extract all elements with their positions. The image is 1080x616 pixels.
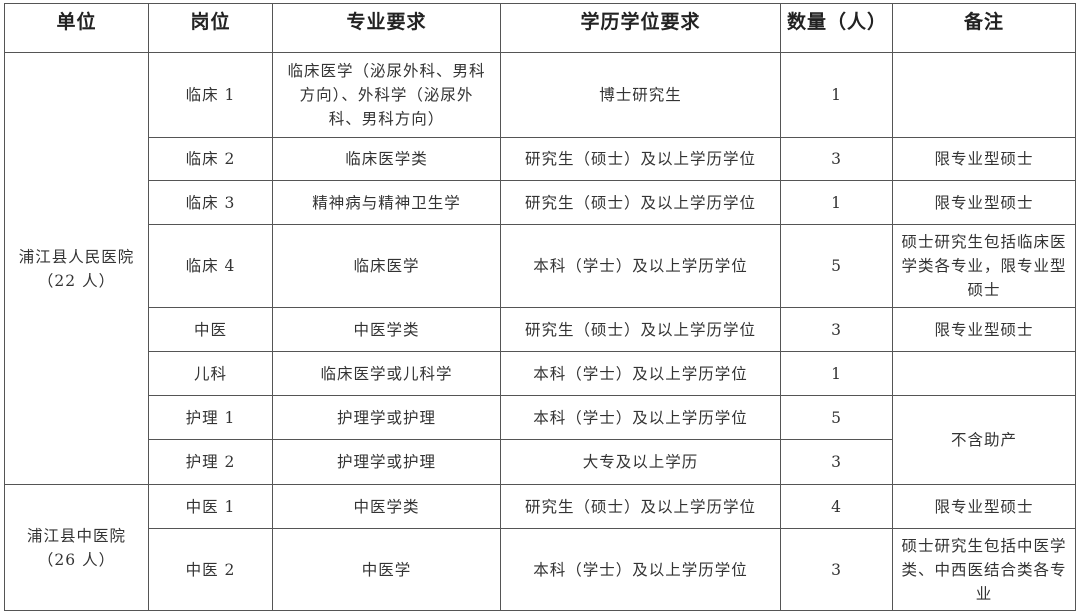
table-row: 护理 2 护理学或护理 大专及以上学历 3 [5,439,1076,485]
note-cell: 不含助产 [892,395,1076,485]
num-cell: 4 [780,484,893,529]
table-row: 儿科 临床医学或儿科学 本科（学士）及以上学历学位 1 [5,351,1076,396]
degree-cell: 博士研究生 [500,52,781,138]
major-cell: 中医学类 [272,307,501,352]
unit-cell: 浦江县中医院 （26 人） [4,484,149,611]
num-cell: 5 [780,395,893,440]
table-row: 中医 中医学类 研究生（硕士）及以上学历学位 3 限专业型硕士 [5,307,1076,352]
major-cell: 临床医学或儿科学 [272,351,501,396]
post-cell: 儿科 [148,351,273,396]
post-cell: 临床 3 [148,180,273,225]
note-cell: 限专业型硕士 [892,307,1076,352]
post-cell: 中医 [148,307,273,352]
num-cell: 1 [780,52,893,138]
degree-cell: 研究生（硕士）及以上学历学位 [500,307,781,352]
table-row: 浦江县中医院 （26 人） 中医 1 中医学类 研究生（硕士）及以上学历学位 4 … [4,484,1076,611]
num-cell: 5 [780,224,893,308]
note-cell: 限专业型硕士 [892,484,1076,529]
degree-cell: 本科（学士）及以上学历学位 [500,528,781,611]
degree-cell: 研究生（硕士）及以上学历学位 [500,137,781,181]
post-cell: 临床 1 [148,52,273,138]
note-cell [892,351,1076,396]
major-cell: 中医学类 [272,484,501,529]
unit-name: 浦江县人民医院 [18,247,135,266]
degree-cell: 本科（学士）及以上学历学位 [500,351,781,396]
note-cell [892,52,1076,138]
recruitment-table: 单位 岗位 专业要求 学历学位要求 数量（人） 备注 浦江县人民医院 （22 人）… [4,3,1076,611]
num-cell: 3 [780,439,893,485]
unit-name: 浦江县中医院 [26,526,126,545]
major-cell: 精神病与精神卫生学 [272,180,501,225]
note-cell: 硕士研究生包括临床医学类各专业，限专业型硕士 [892,224,1076,308]
note-cell: 限专业型硕士 [892,137,1076,181]
post-cell: 护理 2 [148,439,273,485]
num-cell: 3 [780,528,893,611]
note-cell: 硕士研究生包括中医学类、中西医结合类各专业 [892,528,1076,611]
header-major: 专业要求 [272,3,501,53]
unit-count: （26 人） [37,550,116,569]
post-cell: 护理 1 [148,395,273,440]
major-cell: 临床医学（泌尿外科、男科方向）、外科学（泌尿外科、男科方向） [272,52,501,138]
num-cell: 1 [780,180,893,225]
header-note: 备注 [892,3,1076,53]
degree-cell: 研究生（硕士）及以上学历学位 [500,484,781,529]
header-degree: 学历学位要求 [500,3,781,53]
unit-cell: 浦江县人民医院 （22 人） [4,52,149,485]
post-cell: 临床 4 [148,224,273,308]
table-row: 浦江县人民医院 （22 人） 临床 1 临床医学（泌尿外科、男科方向）、外科学（泌… [4,52,1076,485]
degree-cell: 本科（学士）及以上学历学位 [500,224,781,308]
table-row: 临床 4 临床医学 本科（学士）及以上学历学位 5 硕士研究生包括临床医学类各专… [5,224,1076,308]
header-post: 岗位 [148,3,273,53]
num-cell: 3 [780,307,893,352]
post-cell: 中医 1 [148,484,273,529]
header-count: 数量（人） [780,3,893,53]
degree-cell: 本科（学士）及以上学历学位 [500,395,781,440]
post-cell: 临床 2 [148,137,273,181]
num-cell: 3 [780,137,893,181]
degree-cell: 研究生（硕士）及以上学历学位 [500,180,781,225]
table-row: 护理 1 护理学或护理 本科（学士）及以上学历学位 5 不含助产 [5,395,1076,485]
major-cell: 护理学或护理 [272,439,501,485]
degree-cell: 大专及以上学历 [500,439,781,485]
table-row: 中医 2 中医学 本科（学士）及以上学历学位 3 硕士研究生包括中医学类、中西医… [5,528,1076,611]
table-row: 临床 2 临床医学类 研究生（硕士）及以上学历学位 3 限专业型硕士 [5,137,1076,181]
post-cell: 中医 2 [148,528,273,611]
table-row: 临床 3 精神病与精神卫生学 研究生（硕士）及以上学历学位 1 限专业型硕士 [5,180,1076,225]
header-unit: 单位 [4,3,149,53]
note-cell: 限专业型硕士 [892,180,1076,225]
num-cell: 1 [780,351,893,396]
major-cell: 临床医学类 [272,137,501,181]
major-cell: 护理学或护理 [272,395,501,440]
unit-count: （22 人） [37,271,116,290]
header-row: 单位 岗位 专业要求 学历学位要求 数量（人） 备注 [4,3,1076,53]
major-cell: 中医学 [272,528,501,611]
major-cell: 临床医学 [272,224,501,308]
